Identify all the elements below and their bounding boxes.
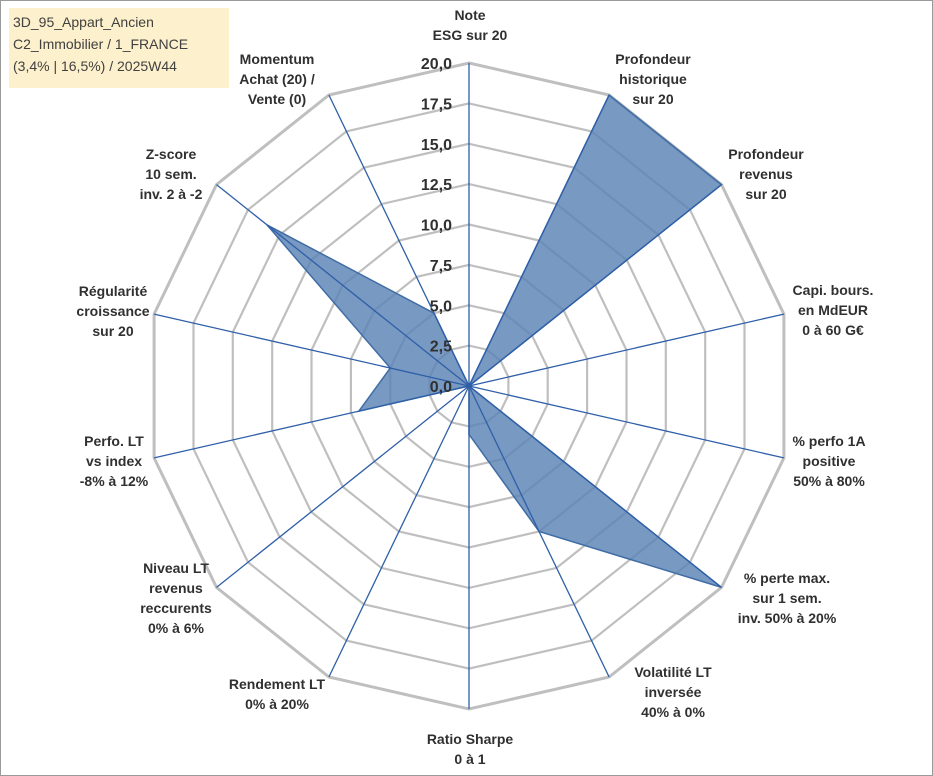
axis-label-line: sur 20: [745, 186, 786, 202]
axis-label-line: Vente (0): [248, 91, 306, 107]
axis-label-line: Profondeur: [728, 146, 804, 162]
axis-label-line: Niveau LT: [143, 560, 209, 576]
axis-label-line: inv. 2 à -2: [140, 186, 203, 202]
spoke-9: [216, 385, 470, 588]
axis-label-line: Capi. bours.: [793, 282, 874, 298]
axis-label-line: ESG sur 20: [433, 27, 508, 43]
info-line-3: (3,4% | 16,5%) / 2025W44: [13, 58, 177, 74]
info-box: 3D_95_Appart_Ancien C2_Immobilier / 1_FR…: [9, 8, 229, 88]
axis-label-line: Profondeur: [615, 51, 691, 67]
axis-label-line: Note: [454, 7, 485, 23]
axis-label-line: sur 20: [92, 323, 133, 339]
axis-label-7: Ratio Sharpe 0 à 1: [427, 731, 514, 767]
axis-label-0: Note ESG sur 20: [433, 7, 508, 43]
tick-label: 7,5: [430, 258, 452, 275]
spoke-13: [328, 94, 470, 387]
axis-label-line: % perfo 1A: [792, 433, 865, 449]
tick-label: 2,5: [430, 339, 452, 356]
axis-label-9: Niveau LT revenus reccurents 0% à 6%: [140, 560, 212, 636]
axis-label-line: Momentum: [240, 51, 315, 67]
axis-label-line: vs index: [86, 453, 142, 469]
axis-label-line: revenus: [149, 580, 203, 596]
info-line-1: 3D_95_Appart_Ancien: [13, 14, 154, 30]
tick-label-layer: 0,0 2,5 5,0 7,5 10,0 12,5 15,0 17,5 20,0: [421, 56, 452, 396]
axis-label-line: positive: [803, 453, 856, 469]
axis-label-line: Volatilité LT: [634, 664, 712, 680]
axis-label-line: 10 sem.: [145, 166, 196, 182]
axis-label-line: sur 1 sem.: [752, 590, 821, 606]
spoke-4: [468, 385, 785, 459]
axis-label-line: Ratio Sharpe: [427, 731, 514, 747]
spoke-1: [468, 94, 610, 387]
axis-label-layer: Note ESG sur 20 Profondeur historique sur 20…: [76, 7, 873, 767]
axis-label-line: 0 à 60 G€: [802, 322, 864, 338]
axis-label-line: % perte max.: [744, 570, 830, 586]
axis-label-1: Profondeur historique sur 20: [615, 51, 691, 107]
spoke-5: [468, 385, 722, 588]
axis-label-line: Achat (20) /: [239, 71, 315, 87]
axis-label-line: Perfo. LT: [84, 433, 144, 449]
axis-label-13: Momentum Achat (20) / Vente (0): [239, 51, 315, 107]
axis-label-line: sur 20: [632, 91, 673, 107]
axis-label-6: Volatilité LT inversée 40% à 0%: [634, 664, 712, 720]
tick-label: 20,0: [421, 56, 452, 73]
axis-label-line: 0% à 6%: [148, 620, 205, 636]
axis-label-line: -8% à 12%: [80, 473, 149, 489]
spoke-8: [328, 385, 470, 678]
tick-label: 12,5: [421, 177, 452, 194]
axis-label-line: 40% à 0%: [641, 704, 705, 720]
axis-label-2: Profondeur revenus sur 20: [728, 146, 804, 202]
spoke-12: [216, 184, 470, 387]
axis-label-line: Z-score: [146, 146, 197, 162]
axis-label-line: 0 à 1: [454, 751, 485, 767]
axis-label-line: 0% à 20%: [245, 696, 309, 712]
axis-label-line: historique: [619, 71, 687, 87]
spoke-2: [468, 184, 722, 387]
axis-label-11: Régularité croissance sur 20: [76, 283, 149, 339]
series-area-0: [266, 93, 723, 589]
axis-label-12: Z-score 10 sem. inv. 2 à -2: [140, 146, 203, 202]
tick-label: 17,5: [421, 96, 452, 113]
axis-label-line: reccurents: [140, 600, 212, 616]
tick-label: 10,0: [421, 218, 452, 235]
axis-label-4: % perfo 1A positive 50% à 80%: [792, 433, 865, 489]
tick-label: 5,0: [430, 298, 452, 315]
series-layer: [266, 93, 723, 589]
tick-label: 15,0: [421, 137, 452, 154]
spoke-6: [468, 385, 610, 678]
spoke-11: [153, 313, 470, 387]
axis-label-line: en MdEUR: [798, 302, 868, 318]
spoke-layer: [153, 63, 785, 709]
axis-label-line: inversée: [645, 684, 702, 700]
axis-label-10: Perfo. LT vs index -8% à 12%: [80, 433, 149, 489]
axis-label-3: Capi. bours. en MdEUR 0 à 60 G€: [793, 282, 874, 338]
axis-label-line: Régularité: [79, 283, 148, 299]
axis-label-5: % perte max. sur 1 sem. inv. 50% à 20%: [738, 570, 837, 626]
axis-label-line: revenus: [739, 166, 793, 182]
info-line-2: C2_Immobilier / 1_FRANCE: [13, 36, 189, 52]
tick-label: 0,0: [430, 379, 452, 396]
axis-label-8: Rendement LT 0% à 20%: [229, 676, 326, 712]
axis-label-line: inv. 50% à 20%: [738, 610, 837, 626]
axis-label-line: 50% à 80%: [793, 473, 865, 489]
spoke-10: [153, 385, 470, 459]
axis-label-line: croissance: [76, 303, 149, 319]
spoke-3: [468, 313, 785, 387]
axis-label-line: Rendement LT: [229, 676, 326, 692]
